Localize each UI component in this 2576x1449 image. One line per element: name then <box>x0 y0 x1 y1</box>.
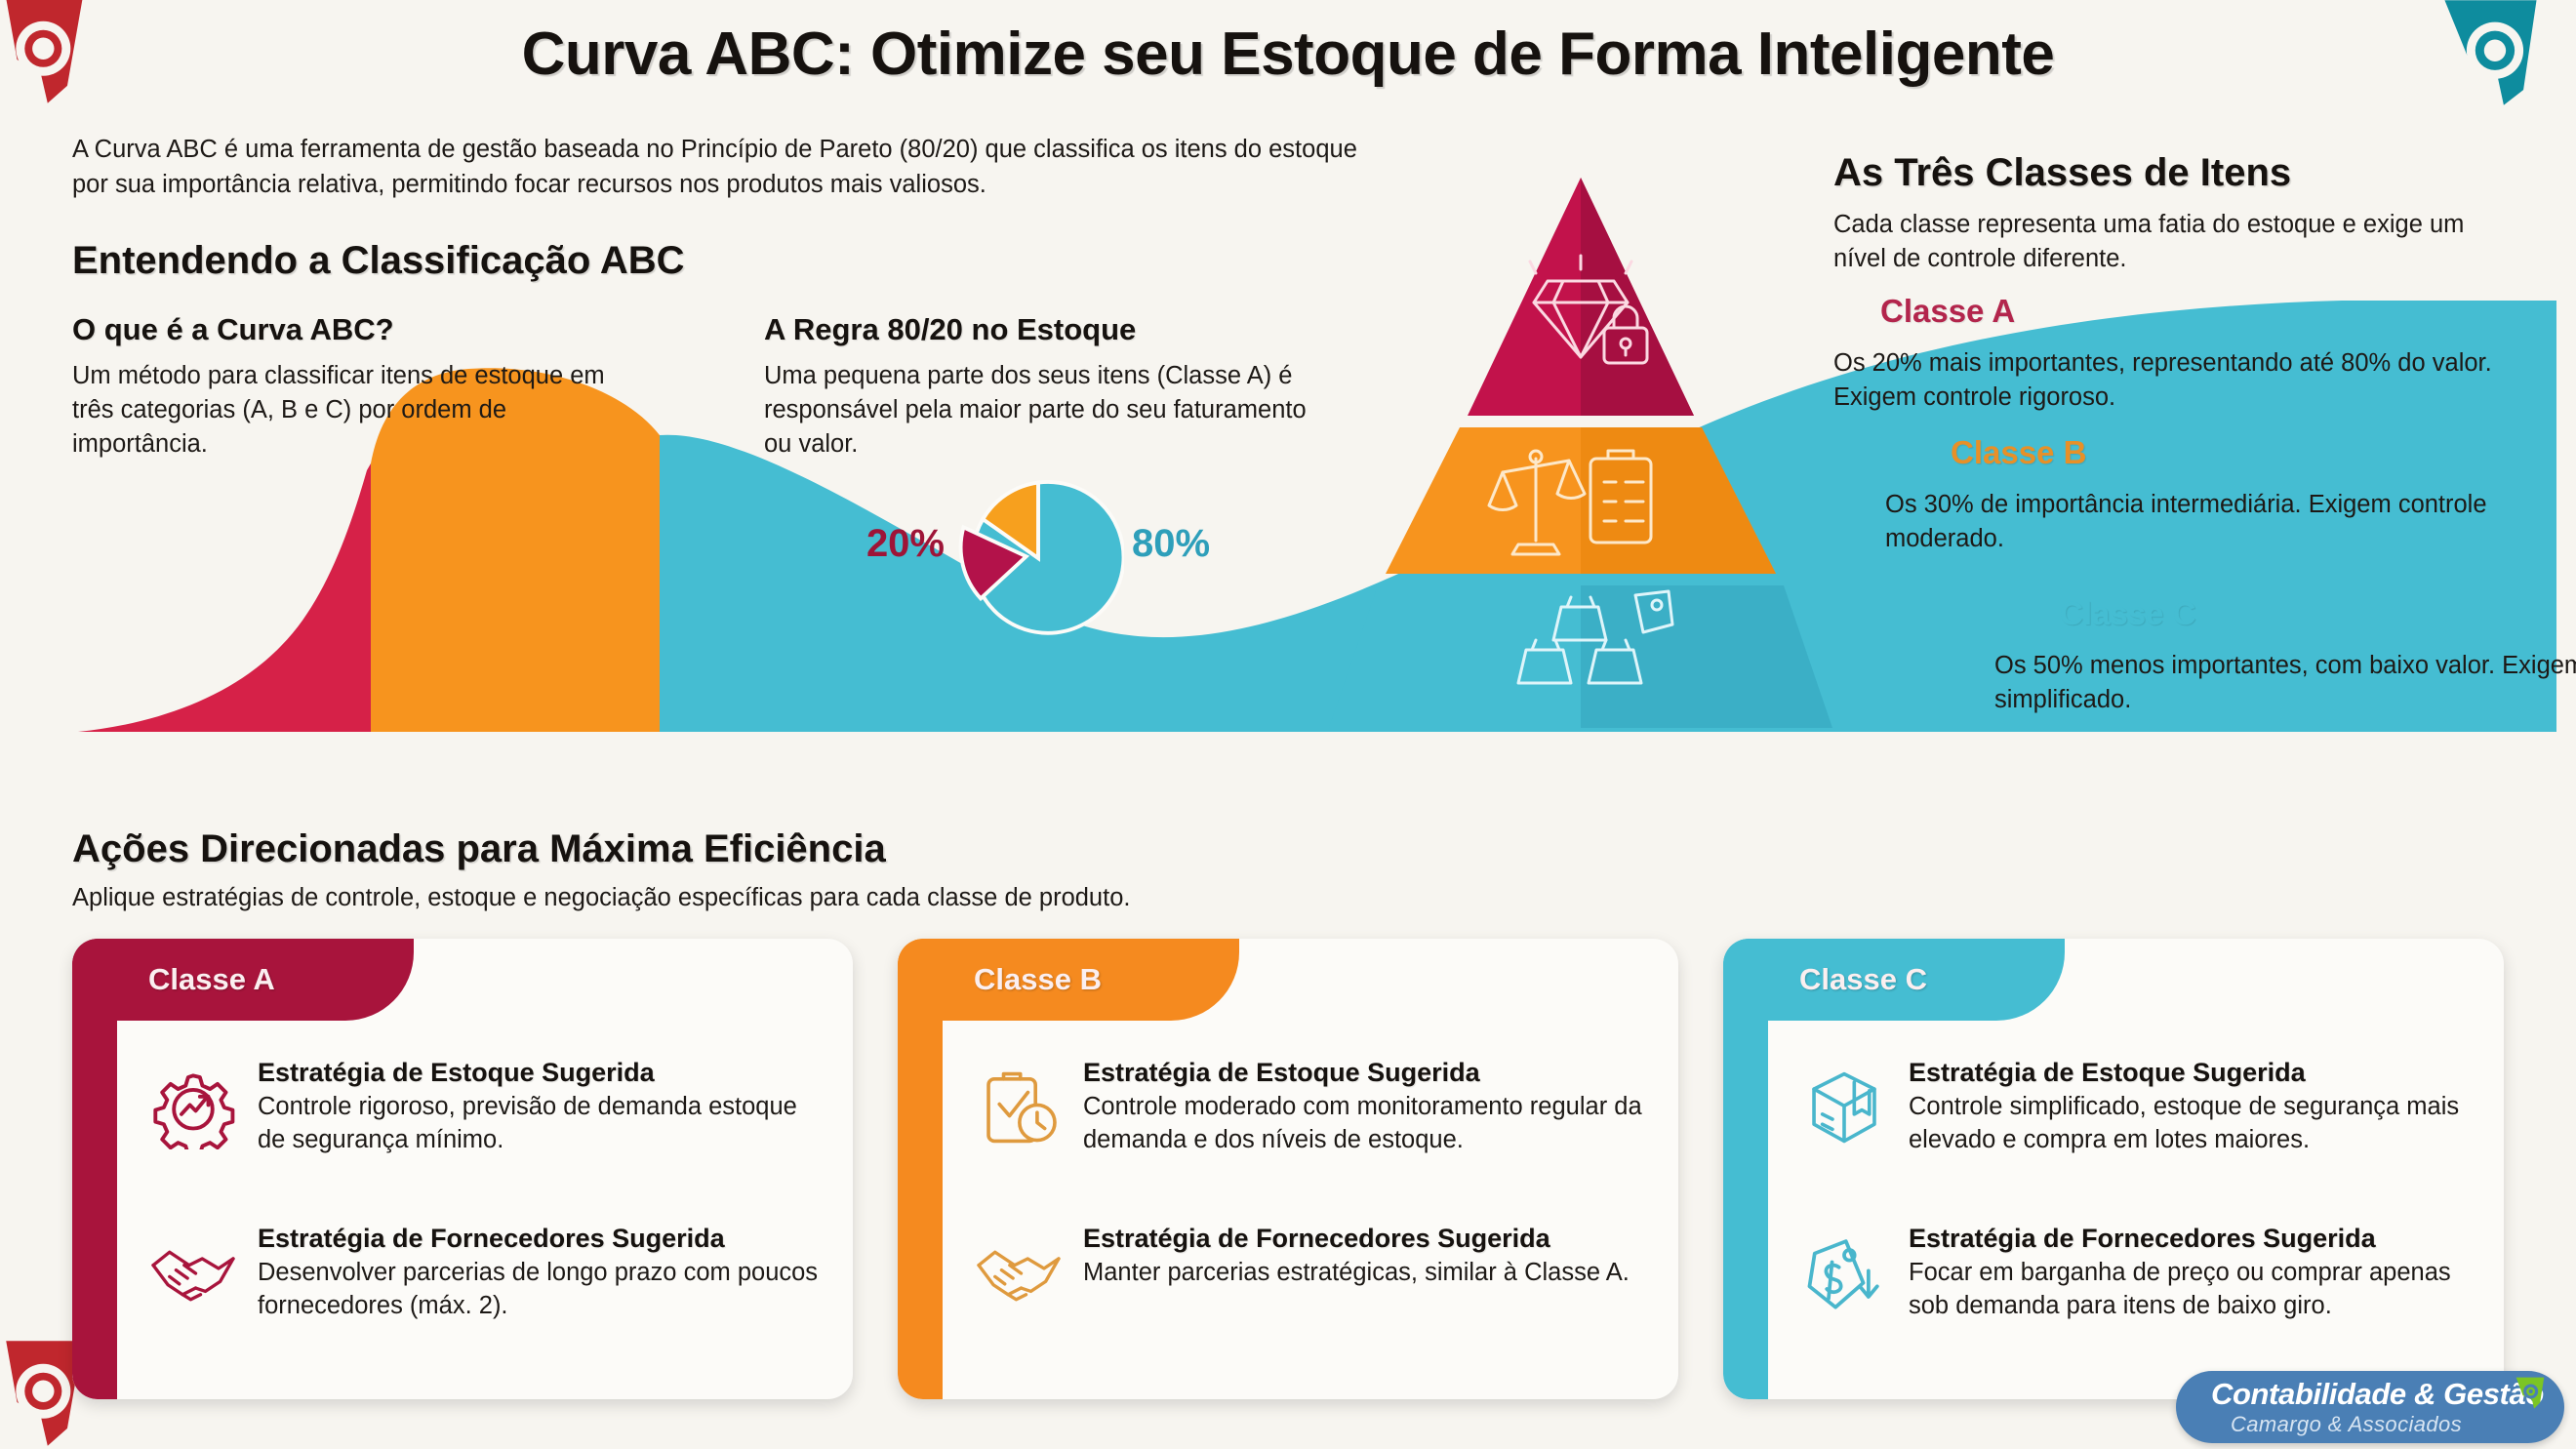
subtitle-acoes: Aplique estratégias de controle, estoque… <box>72 884 1131 911</box>
card-b-block-estoque: Estratégia de Estoque Sugerida Controle … <box>972 1054 1655 1161</box>
scales-clipboard-icon <box>1487 449 1653 556</box>
handshake-icon <box>972 1220 1066 1327</box>
card-c-estoque-body: Controle simplificado, estoque de segura… <box>1909 1093 2460 1153</box>
company-logo-top-right-icon <box>2444 0 2537 105</box>
abc-pyramid-chart <box>1329 178 1832 728</box>
subtitle-tres-classes: Cada classe representa uma fatia do esto… <box>1833 211 2465 273</box>
stacked-boxes-tag-icon <box>1516 589 1674 685</box>
company-logo-top-left-icon <box>6 0 83 103</box>
card-c-block-estoque: Estratégia de Estoque Sugerida Controle … <box>1797 1054 2480 1161</box>
company-logo-bottom-left-icon <box>6 1341 83 1446</box>
package-box-icon <box>1797 1054 1891 1161</box>
handshake-icon <box>146 1220 240 1327</box>
class-a-label: Classe A <box>1880 293 2016 329</box>
card-a-estoque-body: Controle rigoroso, previsão de demanda e… <box>258 1093 797 1153</box>
brand-name: Contabilidade & Gestão <box>2211 1377 2544 1411</box>
class-b-description: Os 30% de importância intermediária. Exi… <box>1885 491 2487 553</box>
card-c-ribbon: Classe C <box>1723 939 2065 1021</box>
footer-brand-badge: Contabilidade & Gestão Camargo & Associa… <box>2176 1371 2564 1443</box>
section-heading-classificacao: Entendendo a Classificação ABC <box>72 239 685 282</box>
card-a-fornecedores-heading: Estratégia de Fornecedores Sugerida <box>258 1224 725 1253</box>
card-b-block-fornecedores: Estratégia de Fornecedores Sugerida Mant… <box>972 1220 1655 1327</box>
class-c-label: Classe C <box>2060 595 2196 631</box>
card-a-block-estoque: Estratégia de Estoque Sugerida Controle … <box>146 1054 829 1161</box>
section-heading-tres-classes: As Três Classes de Itens <box>1833 151 2292 194</box>
diamond-lock-icon <box>1528 254 1649 365</box>
card-c-block-fornecedores: Estratégia de Fornecedores Sugerida Foca… <box>1797 1220 2480 1327</box>
card-a-ribbon: Classe A <box>72 939 414 1021</box>
action-card-classe-b[interactable]: Classe B Estratégia de Estoque Sugerida … <box>898 939 1678 1399</box>
card-a-fornecedores-body: Desenvolver parcerias de longo prazo com… <box>258 1259 819 1319</box>
card-b-ribbon: Classe B <box>898 939 1239 1021</box>
body-o-que-e-curva-abc: Um método para classificar itens de esto… <box>72 362 605 459</box>
brand-logo-icon <box>2516 1377 2545 1409</box>
card-c-estoque-heading: Estratégia de Estoque Sugerida <box>1909 1058 2306 1087</box>
price-tag-down-icon <box>1797 1220 1891 1327</box>
card-b-fornecedores-body: Manter parcerias estratégicas, similar à… <box>1083 1259 1630 1286</box>
card-a-label: Classe A <box>148 962 275 996</box>
gear-growth-icon <box>146 1054 240 1161</box>
brand-subtitle: Camargo & Associados <box>2231 1412 2463 1436</box>
card-b-estoque-heading: Estratégia de Estoque Sugerida <box>1083 1058 1480 1087</box>
section-heading-acoes: Ações Direcionadas para Máxima Eficiênci… <box>72 827 886 870</box>
body-regra-80-20: Uma pequena parte dos seus itens (Classe… <box>764 362 1307 459</box>
pie-slices <box>958 480 1124 635</box>
card-b-estoque-body: Controle moderado com monitoramento regu… <box>1083 1093 1642 1153</box>
pareto-pie-chart: 20% 80% <box>827 478 1237 635</box>
page-title: Curva ABC: Otimize seu Estoque de Forma … <box>521 20 2055 88</box>
action-card-classe-a[interactable]: Classe A Estratégia de Estoque Sugerida … <box>72 939 853 1399</box>
card-c-fornecedores-heading: Estratégia de Fornecedores Sugerida <box>1909 1224 2376 1253</box>
card-a-block-fornecedores: Estratégia de Fornecedores Sugerida Dese… <box>146 1220 829 1327</box>
class-c-description: Os 50% menos importantes, com baixo valo… <box>1994 652 2576 714</box>
class-a-description: Os 20% mais importantes, representando a… <box>1833 349 2492 412</box>
card-b-fornecedores-heading: Estratégia de Fornecedores Sugerida <box>1083 1224 1550 1253</box>
pie-label-80: 80% <box>1132 522 1211 565</box>
class-b-label: Classe B <box>1951 434 2087 470</box>
subheading-regra-80-20: A Regra 80/20 no Estoque <box>764 312 1137 346</box>
subheading-o-que-e-curva-abc: O que é a Curva ABC? <box>72 312 394 346</box>
card-c-label: Classe C <box>1799 962 1927 996</box>
card-b-label: Classe B <box>974 962 1102 996</box>
pie-label-20: 20% <box>865 522 945 565</box>
card-c-fornecedores-body: Focar em barganha de preço ou comprar ap… <box>1909 1259 2451 1319</box>
clipboard-clock-icon <box>972 1054 1066 1161</box>
intro-paragraph: A Curva ABC é uma ferramenta de gestão b… <box>72 136 1357 199</box>
action-card-classe-c[interactable]: Classe C Estratégia de Estoque Sugerida … <box>1723 939 2504 1399</box>
card-a-estoque-heading: Estratégia de Estoque Sugerida <box>258 1058 655 1087</box>
